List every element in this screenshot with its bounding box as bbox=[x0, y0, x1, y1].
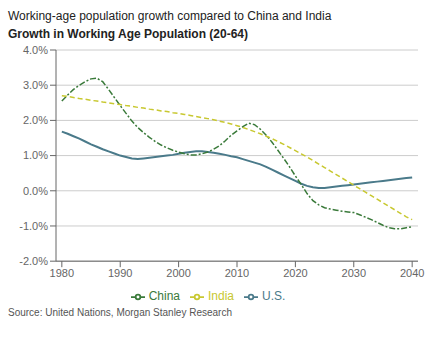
svg-text:1980: 1980 bbox=[50, 267, 74, 279]
svg-text:-2.0%: -2.0% bbox=[19, 255, 48, 267]
svg-text:2030: 2030 bbox=[342, 267, 366, 279]
html-text:India: India bbox=[208, 289, 234, 304]
svg-text:2000: 2000 bbox=[166, 267, 190, 279]
svg-text:3.0%: 3.0% bbox=[23, 79, 48, 91]
svg-text:1.0%: 1.0% bbox=[23, 149, 48, 161]
svg-text:0.0%: 0.0% bbox=[23, 185, 48, 197]
svg-text:1990: 1990 bbox=[108, 267, 132, 279]
svg-text:2010: 2010 bbox=[225, 267, 249, 279]
svg-text:2040: 2040 bbox=[400, 267, 424, 279]
html-text:Working-age population growth: Working-age population growth compared t… bbox=[8, 9, 332, 23]
html-text:China: China bbox=[148, 289, 180, 304]
svg-text:4.0%: 4.0% bbox=[23, 44, 48, 56]
html-text:Source: United Nations, Morgan: Source: United Nations, Morgan Stanley R… bbox=[8, 307, 232, 318]
svg-text:2020: 2020 bbox=[283, 267, 307, 279]
svg-text:2.0%: 2.0% bbox=[23, 114, 48, 126]
svg-text:-1.0%: -1.0% bbox=[19, 220, 48, 232]
html-text:U.S.: U.S. bbox=[262, 289, 286, 304]
html-text:Growth in Working Age Populati: Growth in Working Age Population (20-64) bbox=[8, 27, 248, 41]
